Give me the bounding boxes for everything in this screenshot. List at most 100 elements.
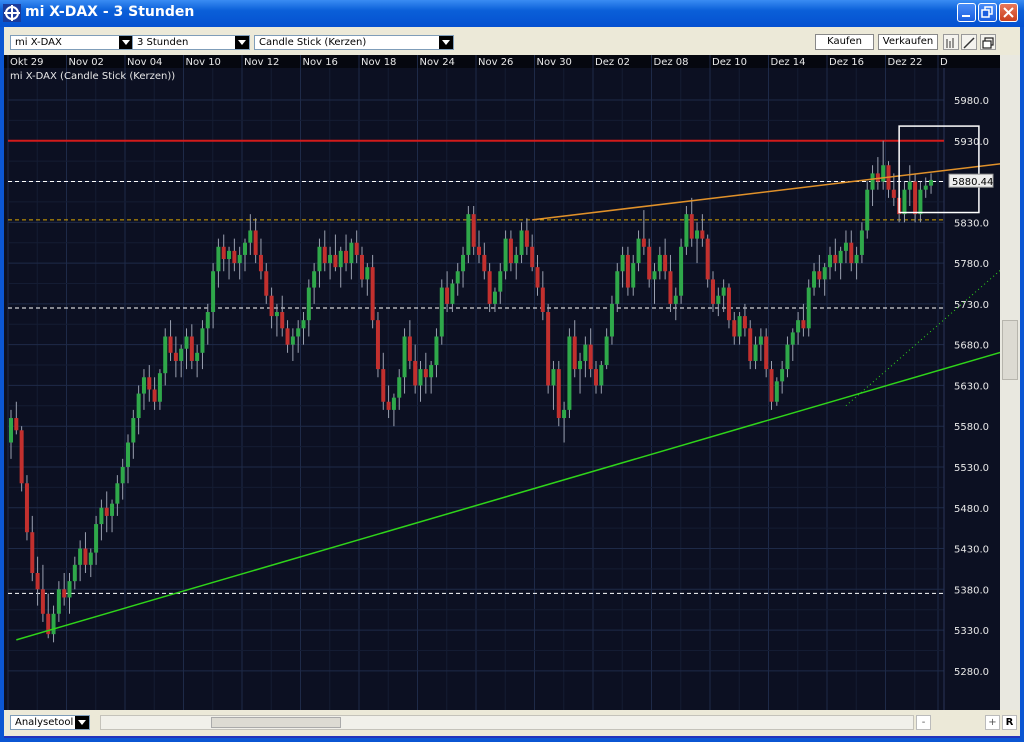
restore-button[interactable] [978,3,997,22]
instrument-select[interactable]: mi X-DAX [10,35,134,50]
candle-body [806,287,811,329]
chevron-down-icon[interactable] [119,36,133,49]
candle-body [828,254,832,268]
candle-body [423,369,428,378]
candle-body [88,552,93,565]
candle-body [126,442,130,467]
candle-body [572,336,577,370]
candlestick-chart[interactable]: Okt 29 Nov 02 Nov 04 Nov 10 Nov 12 Nov 16 Nov … [4,55,1024,710]
candle-body [141,377,146,394]
candle-body [891,189,896,198]
close-icon [1003,7,1014,18]
candle-body [742,316,747,329]
candle-body [647,246,652,280]
candle-body [290,336,295,345]
zoom-out-button[interactable]: - [916,715,931,730]
candle-body [120,466,125,484]
candle-body [503,238,508,272]
candle-body [562,409,567,419]
draw-line-button[interactable] [961,34,977,50]
candle-body [104,507,109,516]
candle-body [870,173,875,190]
chevron-down-icon[interactable] [439,36,453,49]
detach-window-button[interactable] [980,34,996,50]
buy-button[interactable]: Kaufen [815,34,874,50]
candle-body [296,328,301,337]
candle-body [253,230,258,255]
candle-body [157,373,162,402]
candle-body [758,336,763,345]
candle-body [349,242,354,264]
date-label: Dez 22 [888,57,923,68]
candle-body [14,418,19,431]
candle-body [663,254,668,272]
candle-body [131,418,136,443]
candle-body [328,254,333,264]
candle-body [854,254,859,264]
candle-body [62,589,67,598]
candle-body [445,287,450,304]
price-tick-label: 5480.0 [954,504,989,515]
candle-body [657,254,662,272]
candle-body [306,287,311,321]
candle-body [83,548,88,565]
analysis-tool-select[interactable]: Analysetool [10,715,90,730]
candle-body [599,365,604,386]
horizontal-scroll-thumb[interactable] [211,717,341,728]
candle-body [46,613,51,635]
candle-body [907,181,912,190]
candle-body [173,352,178,361]
candle-body [482,254,487,272]
date-label: Dez 14 [771,57,806,68]
sell-button[interactable]: Verkaufen [878,34,938,50]
candle-body [843,242,848,251]
date-label: Nov 24 [420,57,455,68]
candle-body [461,254,466,272]
candle-body [211,271,216,313]
candle-body [838,250,843,264]
minimize-button[interactable] [957,3,976,22]
candle-body [918,189,923,215]
candle-body [322,246,327,264]
chevron-down-icon[interactable] [75,716,89,729]
candle-body [354,242,359,255]
candle-body [732,320,737,337]
analysis-tool-value: Analysetool [15,717,74,728]
date-label: Nov 02 [69,57,104,68]
candle-body [312,271,317,288]
candle-body [753,344,758,361]
candle-body [56,589,61,614]
candle-body [673,295,678,304]
price-tick-label: 5730.0 [954,300,989,311]
candle-body [434,336,439,366]
price-tick-label: 5330.0 [954,626,989,637]
candle-body [360,254,364,280]
candle-body [168,336,173,353]
close-button[interactable] [999,3,1018,22]
title-bar: mi X-DAX - 3 Stunden [0,0,1024,27]
candle-body [774,381,779,402]
indicator-tool-button[interactable] [943,34,959,50]
candle-body [35,572,40,590]
price-tick-label: 5680.0 [954,341,989,352]
candle-body [726,287,731,321]
date-label: Dez 16 [829,57,864,68]
chevron-down-icon[interactable] [235,36,249,49]
candle-body [578,360,583,370]
date-label: Dez 10 [712,57,747,68]
chart-area[interactable]: Okt 29 Nov 02 Nov 04 Nov 10 Nov 12 Nov 16 Nov … [4,55,1024,710]
candle-body [221,246,226,260]
horizontal-scrollbar[interactable] [100,715,914,730]
reset-button[interactable]: R [1002,715,1017,730]
candle-body [801,320,806,329]
zoom-in-button[interactable]: + [985,715,1000,730]
candle-body [748,328,753,361]
chart-type-select[interactable]: Candle Stick (Kerzen) [254,35,454,50]
period-select[interactable]: 3 Stunden [132,35,250,50]
candle-body [237,254,242,264]
vertical-scrollbar[interactable] [1000,55,1020,710]
vertical-scroll-thumb[interactable] [1002,320,1018,380]
candle-body [94,524,99,553]
candle-body [492,291,497,304]
candle-body [679,246,684,296]
